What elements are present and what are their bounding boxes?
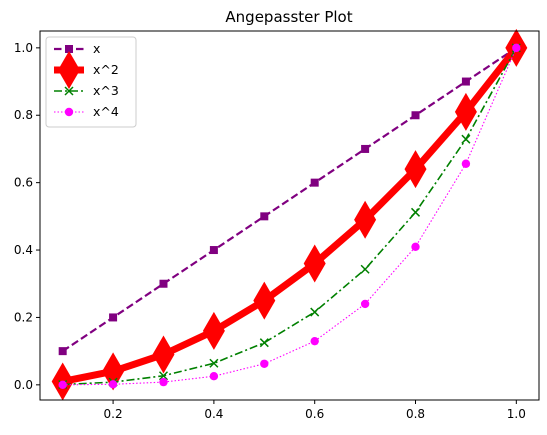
legend-box (45, 36, 137, 128)
x-tick-label: 0.4 (204, 407, 223, 421)
legend-marker (58, 51, 80, 89)
data-point (310, 336, 319, 346)
legend-label: x^3 (93, 83, 119, 98)
y-tick-label: 0.8 (14, 108, 33, 122)
y-tick-label: 0.0 (14, 378, 33, 392)
legend-label: x^4 (93, 104, 119, 119)
data-point (102, 352, 125, 391)
x-tick-label: 0.2 (104, 407, 123, 421)
series-3 (58, 43, 521, 390)
data-point (209, 246, 218, 255)
data-point (303, 244, 326, 283)
data-point (461, 77, 470, 86)
legend: x x^2 x^3 x^4 (45, 36, 137, 128)
y-tick-label: 0.6 (14, 176, 33, 190)
y-tick-label: 0.2 (14, 310, 33, 324)
data-point (259, 338, 269, 348)
x-tick-label: 1.0 (507, 407, 526, 421)
plot-frame (39, 30, 540, 401)
legend-marker (64, 86, 74, 96)
data-point (360, 264, 370, 274)
data-point (411, 111, 420, 120)
data-point (159, 377, 168, 387)
series-line (62, 46, 517, 353)
data-point (58, 347, 67, 356)
legend-marker (65, 45, 73, 53)
legend-marker (64, 107, 74, 117)
data-point (354, 200, 377, 239)
data-point (260, 359, 269, 368)
data-point (209, 372, 219, 381)
series-layer (51, 28, 528, 401)
data-point (109, 313, 118, 322)
x-tick-label: 0.8 (406, 407, 425, 421)
data-point (152, 335, 175, 374)
data-point (159, 279, 168, 288)
legend-label: x^2 (93, 62, 119, 77)
x-tick-label: 0.6 (305, 407, 324, 421)
legend-label: x (93, 41, 100, 56)
data-point (461, 134, 471, 144)
data-point (253, 281, 276, 320)
data-point (209, 358, 219, 368)
data-point (202, 311, 225, 350)
data-point (512, 43, 521, 53)
data-point (58, 380, 67, 390)
y-tick-label: 1.0 (14, 41, 33, 55)
data-point (360, 299, 370, 309)
series-line (62, 47, 517, 386)
data-point (461, 159, 471, 168)
data-point (108, 380, 118, 389)
data-point (361, 144, 370, 153)
data-point (411, 242, 420, 252)
series-line (61, 45, 520, 385)
data-point (260, 212, 269, 221)
data-point (410, 207, 421, 217)
data-point (310, 178, 319, 187)
chart-title: Angepasster Plot (225, 8, 352, 26)
data-point (404, 150, 427, 189)
data-point (158, 371, 169, 381)
y-tick-label: 0.4 (14, 243, 33, 257)
data-point (454, 92, 477, 131)
series-line (62, 47, 518, 386)
data-point (310, 307, 320, 317)
axes-layer: 0.2 0.4 0.6 0.8 1.0 0.0 0.2 0.4 0.6 0.8 1.0 (14, 41, 526, 421)
